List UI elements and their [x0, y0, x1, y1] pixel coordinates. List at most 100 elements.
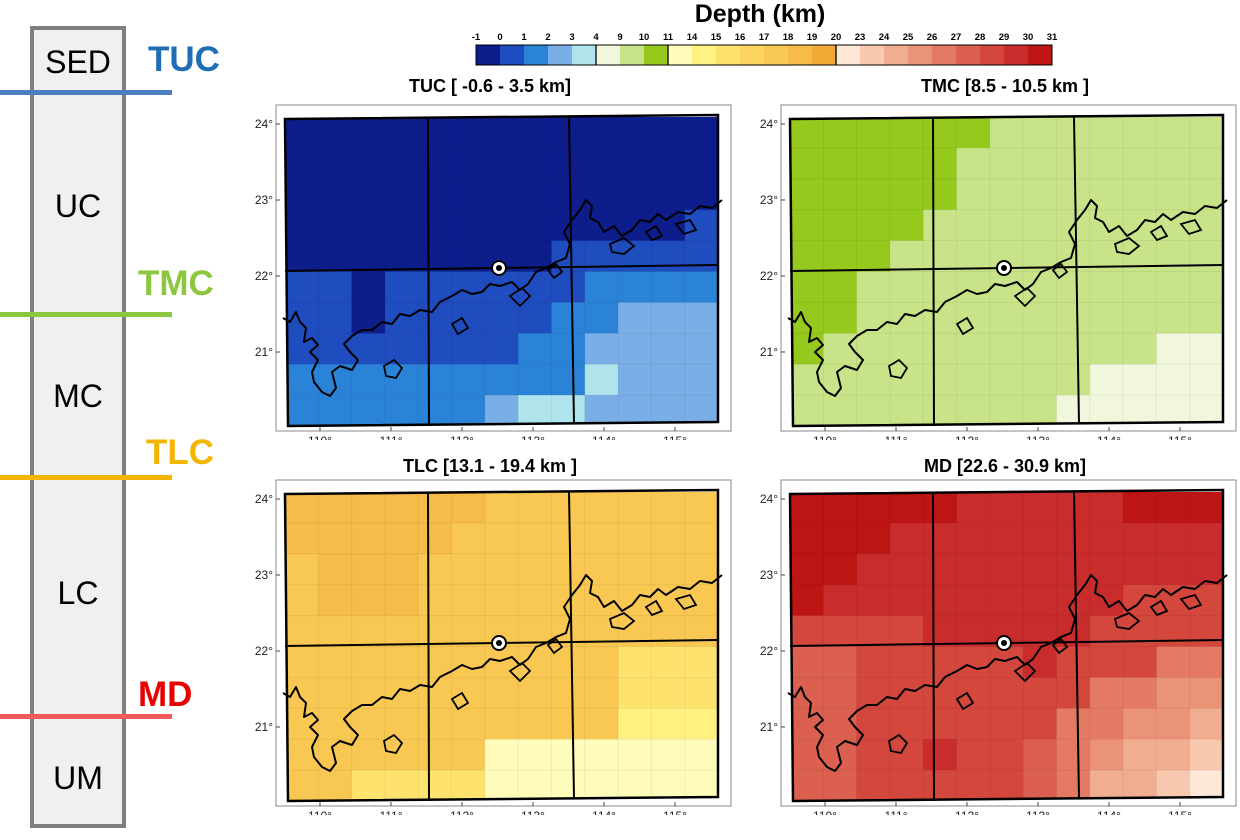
- map-cell: [518, 677, 553, 709]
- map-cell: [484, 677, 519, 709]
- map-cell: [790, 615, 824, 648]
- map-cell: [989, 770, 1024, 801]
- map-cell: [889, 333, 924, 365]
- colorbar-tick-label: 28: [975, 32, 986, 43]
- map-cell: [856, 522, 891, 555]
- map-cell: [684, 522, 718, 555]
- map-cell: [451, 271, 486, 303]
- map-cell: [1089, 770, 1124, 801]
- map-cell: [484, 117, 519, 149]
- map-cell: [1123, 615, 1157, 648]
- map-cell: [889, 553, 924, 586]
- map-cell: [790, 770, 824, 801]
- station-marker-dot: [1001, 640, 1007, 646]
- lon-tick-label: 111°: [884, 809, 907, 815]
- map-cell: [318, 209, 353, 242]
- map-panel-tlc: 24° 23° 22° 21° 110° 111° 112° 113° 114° 115°: [255, 479, 732, 815]
- lat-tick-label: 24°: [255, 117, 273, 131]
- lat-tick-label: 23°: [255, 193, 273, 207]
- map-cell: [584, 395, 619, 426]
- colorbar-tick-label: 9: [617, 32, 622, 43]
- axis-box: [780, 479, 1237, 807]
- island-outline: [674, 218, 698, 236]
- axis-box: [780, 104, 1237, 432]
- island-outline: [1179, 593, 1203, 611]
- map-cell: [1056, 739, 1091, 771]
- boundary-tag-md: MD: [138, 675, 193, 714]
- map-cell: [584, 522, 619, 555]
- map-cell: [584, 333, 619, 365]
- lon-tick-label: 114°: [1097, 809, 1121, 815]
- map-cell: [1156, 302, 1191, 334]
- map-cell: [989, 271, 1024, 303]
- map-cell: [989, 333, 1024, 365]
- map-cell: [1189, 553, 1223, 586]
- map-cell: [651, 364, 686, 396]
- map-cell: [551, 677, 586, 709]
- colorbar-swatch: [860, 45, 884, 65]
- map-cell: [1023, 522, 1058, 555]
- map-cell: [484, 395, 519, 426]
- colorbar-swatch: [500, 45, 524, 65]
- map-cell: [1023, 364, 1058, 396]
- lat-tick-label: 22°: [760, 644, 778, 658]
- map-cell: [384, 333, 419, 365]
- map-cell: [956, 492, 991, 524]
- map-cell: [889, 271, 924, 303]
- island-outline: [887, 358, 909, 380]
- map-cell: [584, 178, 619, 211]
- map-cell: [418, 553, 453, 586]
- map-cell: [684, 553, 718, 586]
- map-cell: [856, 677, 891, 709]
- map-cell: [418, 584, 453, 617]
- map-cell: [451, 302, 486, 334]
- map-cell: [285, 584, 319, 617]
- map-cell: [285, 646, 319, 678]
- map-cell: [790, 209, 824, 242]
- map-cell: [1189, 646, 1223, 678]
- map-cell: [1089, 492, 1124, 524]
- map-cell: [384, 615, 419, 648]
- colorbar-tick-label: 24: [879, 32, 890, 43]
- colorbar-tick-label: 20: [831, 32, 842, 43]
- map-cell: [1123, 364, 1157, 396]
- island-outline: [1113, 611, 1141, 630]
- map-cell: [618, 708, 652, 740]
- map-cell: [1056, 364, 1091, 396]
- map-cell: [1123, 240, 1157, 273]
- map-cell: [889, 492, 924, 524]
- map-cell: [889, 708, 924, 740]
- island-outline: [955, 691, 975, 711]
- boundary-tag-tmc: TMC: [138, 264, 214, 303]
- map-cell: [451, 708, 486, 740]
- map-cell: [651, 739, 686, 771]
- map-cell: [1056, 522, 1091, 555]
- layer-label-uc: UC: [54, 188, 102, 224]
- map-cell: [684, 178, 718, 211]
- colorbar-tick-label: 14: [687, 32, 698, 43]
- map-cell: [956, 739, 991, 771]
- map-cell: [1123, 677, 1157, 709]
- map-cell: [1189, 492, 1223, 524]
- map-cell: [823, 178, 858, 211]
- map-cell: [285, 770, 319, 801]
- lon-tick-label: 110°: [308, 809, 332, 815]
- map-cell: [823, 492, 858, 524]
- lon-tick-label: 110°: [308, 434, 332, 440]
- map-cell: [1156, 271, 1191, 303]
- map-cell: [351, 364, 386, 396]
- map-cell: [1089, 708, 1124, 740]
- map-cell: [618, 677, 652, 709]
- map-cell: [989, 553, 1024, 586]
- map-cell: [790, 178, 824, 211]
- map-cell: [318, 553, 353, 586]
- map-cell: [651, 615, 686, 648]
- map-cell: [956, 178, 991, 211]
- lon-tick-label: 113°: [521, 809, 545, 815]
- map-cell: [584, 708, 619, 740]
- map-cell: [956, 553, 991, 586]
- map-cell: [1189, 522, 1223, 555]
- map-cell: [484, 147, 519, 180]
- map-cell: [1156, 739, 1191, 771]
- map-cell: [451, 209, 486, 242]
